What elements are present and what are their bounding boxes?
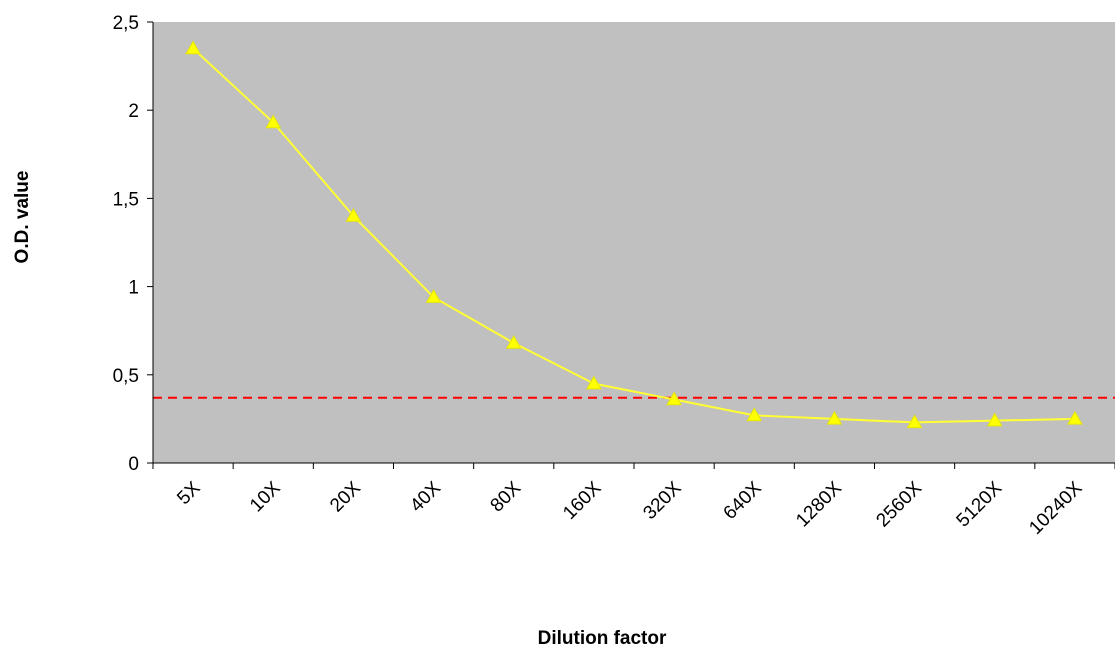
data-point xyxy=(986,412,1003,427)
y-tick-label: 1 xyxy=(128,278,139,299)
data-point xyxy=(185,40,201,55)
x-tick-label: 10X xyxy=(246,477,285,516)
x-tick-label: 5X xyxy=(173,477,205,509)
x-tick-label: 1280X xyxy=(792,477,846,531)
y-tick-label: 0 xyxy=(128,454,139,475)
x-axis-title: Dilution factor xyxy=(538,628,667,649)
y-tick-label: 2 xyxy=(128,101,139,122)
data-point xyxy=(906,414,923,429)
x-tick-label: 10240X xyxy=(1025,477,1086,538)
y-tick-label: 0,5 xyxy=(113,366,139,387)
x-tick-label: 40X xyxy=(406,477,445,516)
x-tick-label: 640X xyxy=(720,477,766,523)
y-tick-label: 1,5 xyxy=(113,189,139,210)
plot-area xyxy=(153,22,1115,463)
x-tick-label: 2560X xyxy=(872,477,926,531)
data-point xyxy=(666,391,682,406)
data-point xyxy=(1067,410,1083,425)
data-point xyxy=(265,114,282,129)
series-line xyxy=(192,47,1075,424)
data-point xyxy=(425,289,442,303)
x-tick-label: 5120X xyxy=(953,477,1007,531)
x-tick-label: 20X xyxy=(326,477,365,516)
x-tick-label: 160X xyxy=(559,477,605,523)
x-tick-label: 80X xyxy=(487,477,526,516)
data-point xyxy=(746,407,763,422)
data-point xyxy=(586,375,602,390)
y-tick-label: 2,5 xyxy=(113,13,139,34)
data-point xyxy=(505,335,522,349)
data-point xyxy=(826,410,843,425)
y-axis-title: O.D. value xyxy=(12,171,33,264)
x-tick-label: 320X xyxy=(639,477,685,523)
series-layer xyxy=(185,40,1083,429)
data-point xyxy=(345,208,362,222)
